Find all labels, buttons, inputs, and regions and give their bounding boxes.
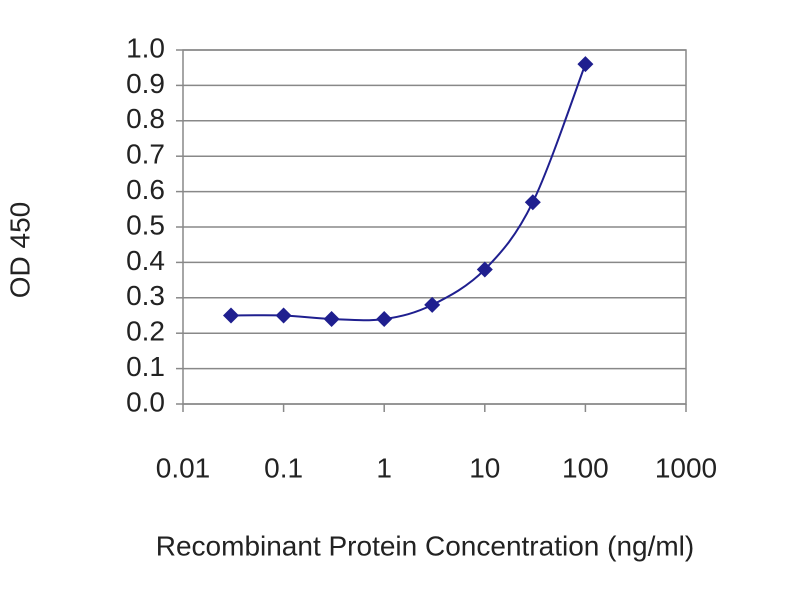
- y-tick-label: 1.0: [126, 32, 165, 63]
- x-tick-label: 10: [469, 452, 500, 483]
- y-axis-title: OD 450: [4, 202, 35, 299]
- y-tick-label: 0.6: [126, 174, 165, 205]
- plot-border: [182, 49, 687, 405]
- data-point: [222, 307, 239, 324]
- x-tick-label: 1: [376, 452, 392, 483]
- y-tick-label: 0.5: [126, 209, 165, 240]
- data-point: [275, 307, 292, 324]
- x-tick-label: 0.1: [264, 452, 303, 483]
- data-point: [376, 311, 393, 328]
- y-tick-label: 0.2: [126, 316, 165, 347]
- y-tick-label: 0.1: [126, 351, 165, 382]
- data-point: [524, 194, 541, 211]
- y-tick-label: 0.4: [126, 245, 165, 276]
- x-tick-label: 1000: [655, 452, 717, 483]
- y-tick-label: 0.7: [126, 139, 165, 170]
- data-point: [424, 296, 441, 313]
- x-tick-label: 0.01: [156, 452, 211, 483]
- x-axis-title: Recombinant Protein Concentration (ng/ml…: [156, 530, 694, 561]
- data-point: [476, 261, 493, 278]
- y-tick-label: 0.8: [126, 103, 165, 134]
- data-point: [323, 311, 340, 328]
- x-tick-label: 100: [562, 452, 609, 483]
- data-point: [577, 56, 594, 73]
- y-tick-label: 0.3: [126, 280, 165, 311]
- y-tick-label: 0.9: [126, 68, 165, 99]
- y-tick-label: 0.0: [126, 386, 165, 417]
